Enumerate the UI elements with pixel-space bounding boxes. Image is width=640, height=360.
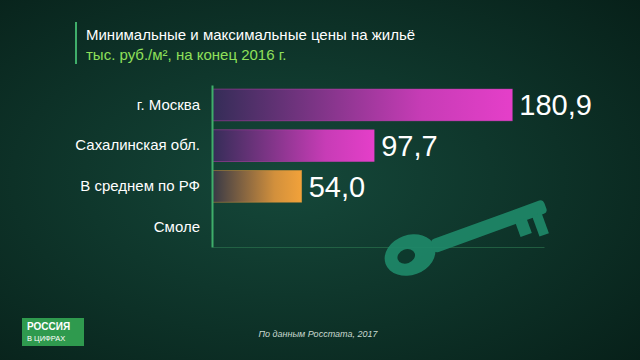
data-label: 54,0 xyxy=(309,171,365,203)
key-icon xyxy=(379,187,555,289)
subtitle: тыс. руб./м², на конец 2016 г. xyxy=(86,46,287,63)
logo-text: В ЦИФРАХ xyxy=(27,334,65,343)
title: Минимальные и максимальные цены на жильё xyxy=(86,26,415,43)
y-tick: В среднем по РФ xyxy=(80,177,212,194)
logo-text: РОССИЯ xyxy=(27,321,70,332)
data-labels: 180,9 97,7 54,0 xyxy=(309,89,592,202)
x-axis xyxy=(213,247,545,248)
data-label: 97,7 xyxy=(381,130,437,162)
data-label: 180,9 xyxy=(519,89,592,121)
bar xyxy=(212,89,512,121)
bars xyxy=(212,89,512,202)
background xyxy=(0,0,640,360)
title-rule xyxy=(75,22,77,64)
y-tick: Смоле xyxy=(154,218,212,235)
logo-box xyxy=(22,318,84,346)
key-head xyxy=(379,227,442,282)
y-axis: г. Москва Сахалинская обл. В среднем по РФ… xyxy=(75,86,212,248)
y-tick: Сахалинская обл. xyxy=(75,136,212,153)
key-hole xyxy=(395,247,417,266)
key-shaft xyxy=(430,199,548,253)
y-tick: г. Москва xyxy=(137,96,212,113)
bar xyxy=(212,170,302,202)
source-note: По данным Росстата, 2017 xyxy=(259,329,379,339)
y-axis-line xyxy=(212,86,214,248)
category-label: В среднем по РФ xyxy=(80,177,200,194)
category-label: Сахалинская обл. xyxy=(75,136,200,153)
chart-svg: Минимальные и максимальные цены на жильё… xyxy=(0,0,640,360)
key-bit xyxy=(515,218,532,237)
category-label: г. Москва xyxy=(137,96,201,113)
key-bit xyxy=(532,212,549,236)
x-axis-line xyxy=(213,247,545,248)
category-label: Смоле xyxy=(154,218,200,235)
bar xyxy=(212,130,374,162)
